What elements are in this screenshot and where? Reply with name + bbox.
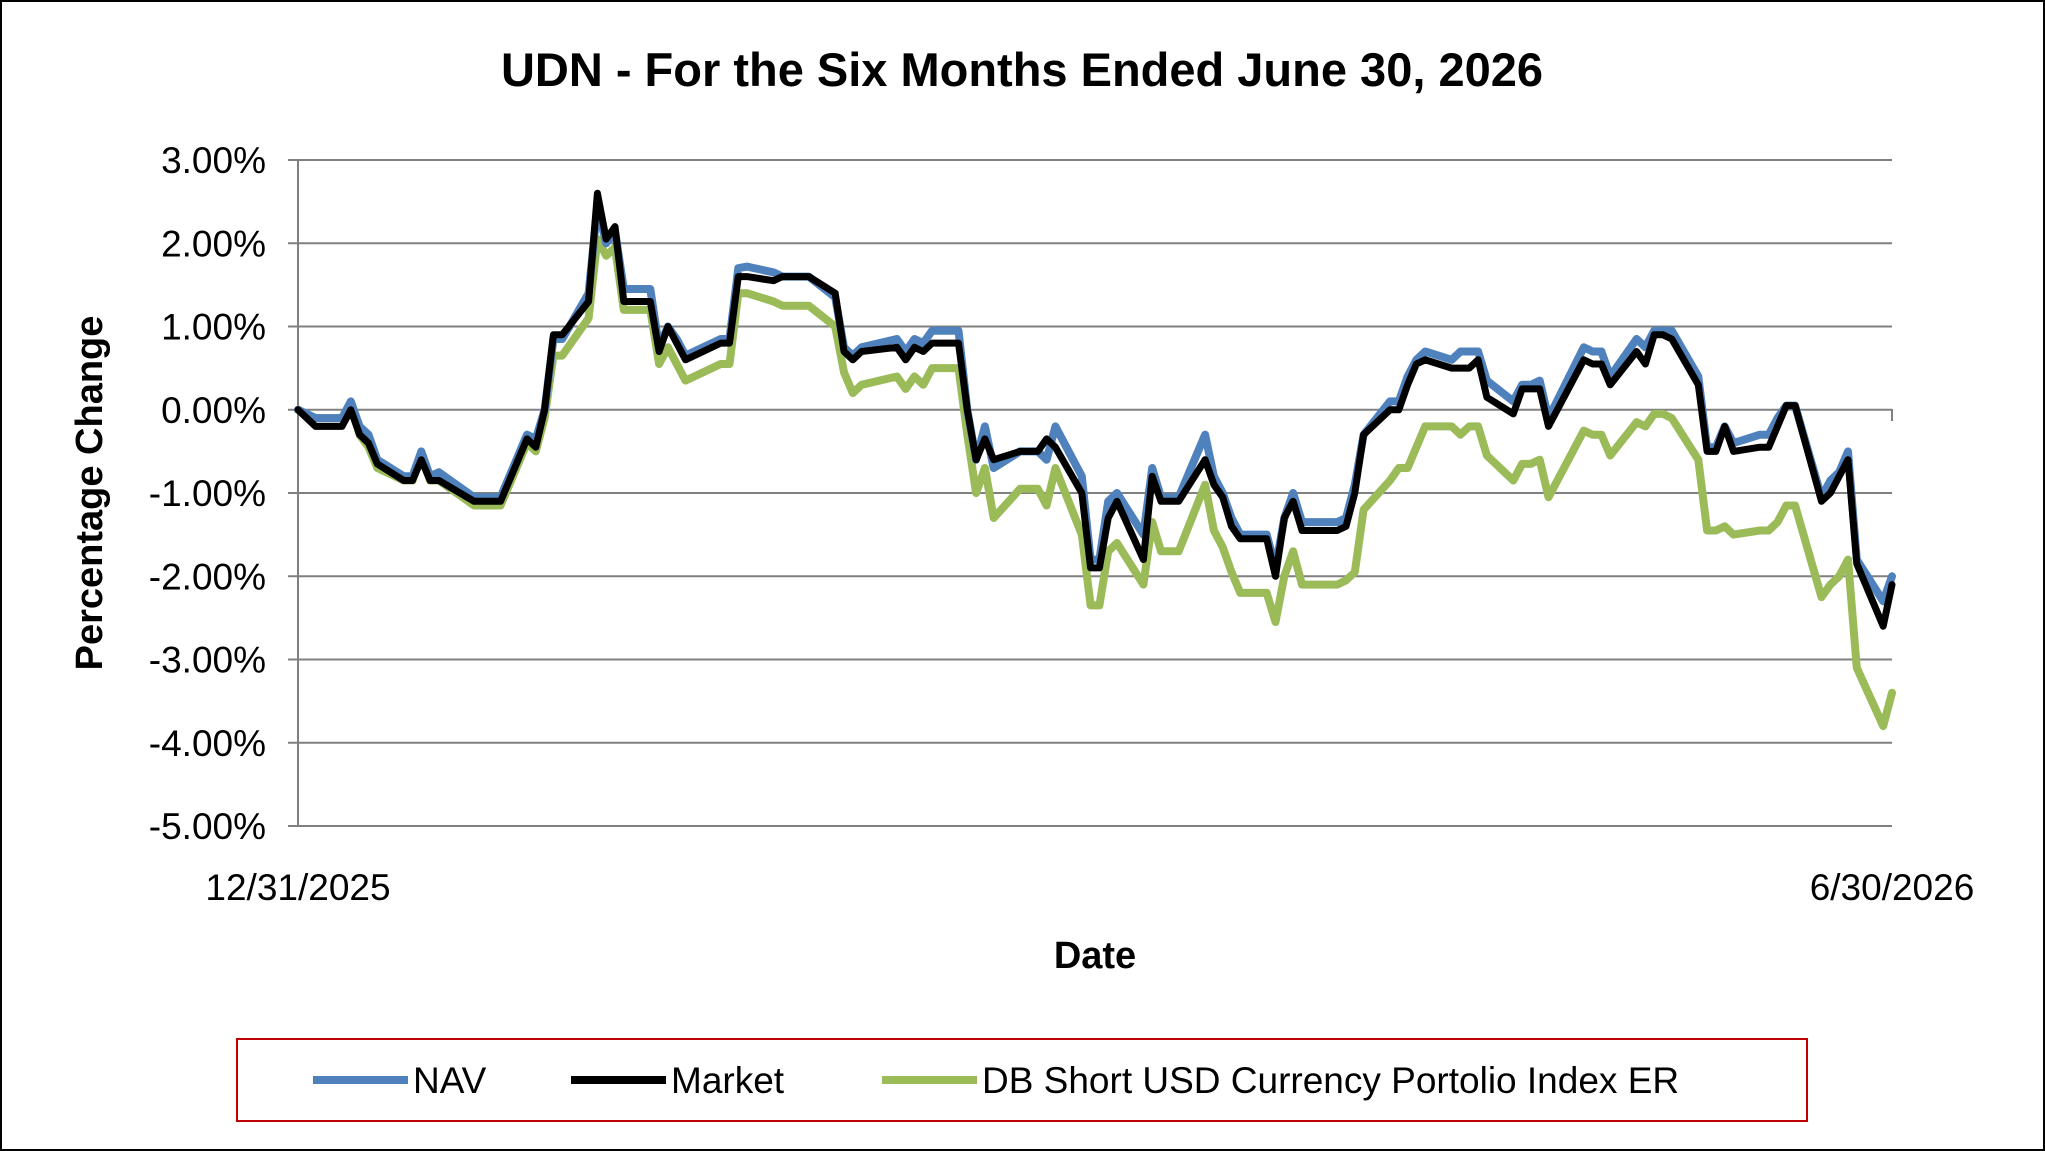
x-tick-label-start: 12/31/2025 <box>205 867 390 908</box>
x-tick-label-end: 6/30/2026 <box>1810 867 1975 908</box>
y-tick-label: -1.00% <box>149 473 266 514</box>
x-axis-title: Date <box>1054 935 1136 977</box>
y-axis-title: Percentage Change <box>69 316 111 671</box>
y-tick-label: 1.00% <box>161 307 266 348</box>
series-lines <box>294 189 1896 731</box>
y-tick-label: 2.00% <box>161 223 266 264</box>
y-tick-label: 3.00% <box>161 140 266 181</box>
legend-label-3: DB Short USD Currency Portolio Index ER <box>982 1060 1679 1101</box>
series-line-3 <box>294 235 1896 731</box>
y-axis-tick-labels: 3.00% 2.00% 1.00% 0.00% -1.00% -2.00% -3.00% -4… <box>149 140 266 847</box>
series-line-1 <box>294 201 1896 606</box>
chart-title: UDN - For the Six Months Ended June 30, … <box>501 43 1543 96</box>
series-line-2 <box>294 189 1896 630</box>
legend-label-1: NAV <box>413 1060 487 1101</box>
y-tick-label: 0.00% <box>161 390 266 431</box>
legend-label-2: Market <box>671 1060 785 1101</box>
grid-lines <box>288 159 1892 827</box>
y-tick-label: -5.00% <box>149 806 266 847</box>
legend: NAV Market DB Short USD Currency Portolio … <box>313 1060 1679 1101</box>
y-tick-label: -4.00% <box>149 723 266 764</box>
y-tick-label: -2.00% <box>149 556 266 597</box>
legend-box <box>236 1038 1808 1122</box>
y-tick-label: -3.00% <box>149 640 266 681</box>
